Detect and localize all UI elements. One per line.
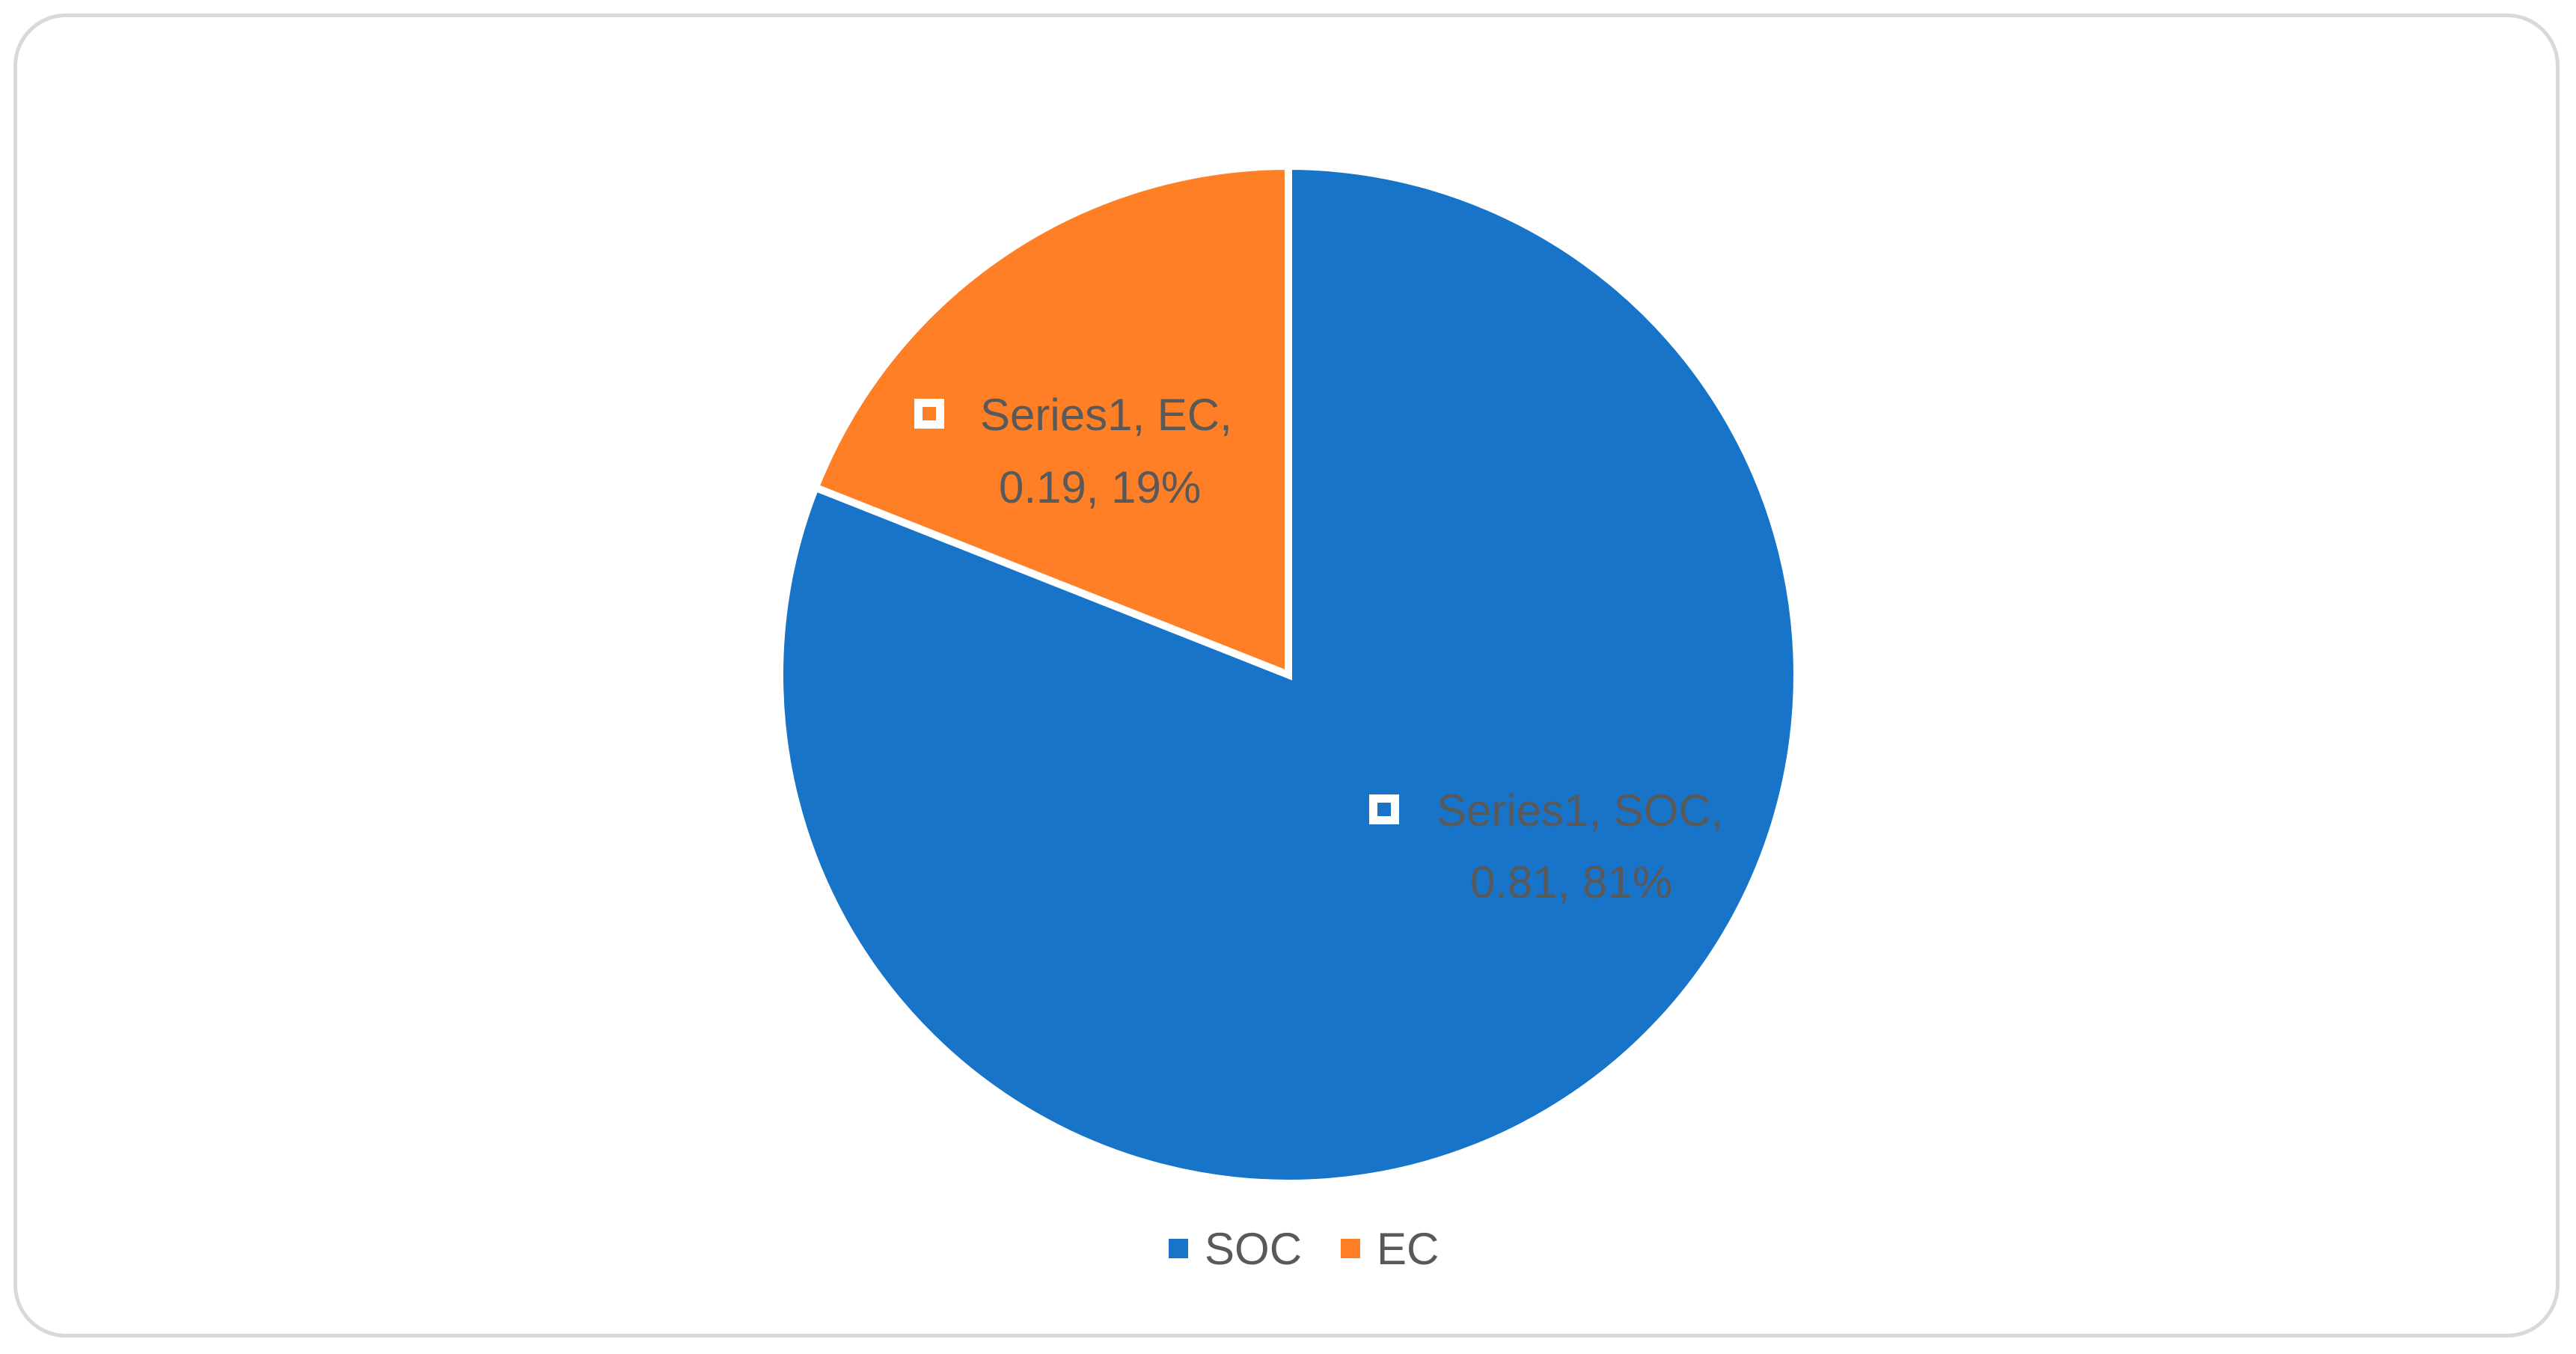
data-label-ec: Series1, EC, 0.19, 19% bbox=[914, 390, 1232, 512]
label-marker-ec-fill bbox=[923, 407, 936, 420]
legend-swatch-soc bbox=[1169, 1239, 1188, 1258]
data-labels: Series1, SOC, 0.81, 81% Series1, EC, 0.1… bbox=[914, 390, 1723, 907]
data-label-soc-line1: Series1, SOC, bbox=[1437, 785, 1723, 836]
legend-label-ec: EC bbox=[1377, 1224, 1439, 1274]
data-label-soc-line2: 0.81, 81% bbox=[1470, 857, 1672, 907]
pie-slices bbox=[776, 162, 1801, 1187]
legend-swatch-ec bbox=[1341, 1239, 1360, 1258]
label-marker-soc-fill bbox=[1377, 803, 1391, 816]
data-label-ec-line2: 0.19, 19% bbox=[999, 462, 1201, 512]
legend-label-soc: SOC bbox=[1205, 1224, 1302, 1274]
pie-slice-soc bbox=[776, 162, 1801, 1187]
legend: SOC EC bbox=[1169, 1224, 1439, 1274]
data-label-soc: Series1, SOC, 0.81, 81% bbox=[1369, 785, 1723, 907]
data-label-ec-line1: Series1, EC, bbox=[980, 390, 1232, 440]
pie-slice-ec bbox=[810, 162, 1292, 681]
